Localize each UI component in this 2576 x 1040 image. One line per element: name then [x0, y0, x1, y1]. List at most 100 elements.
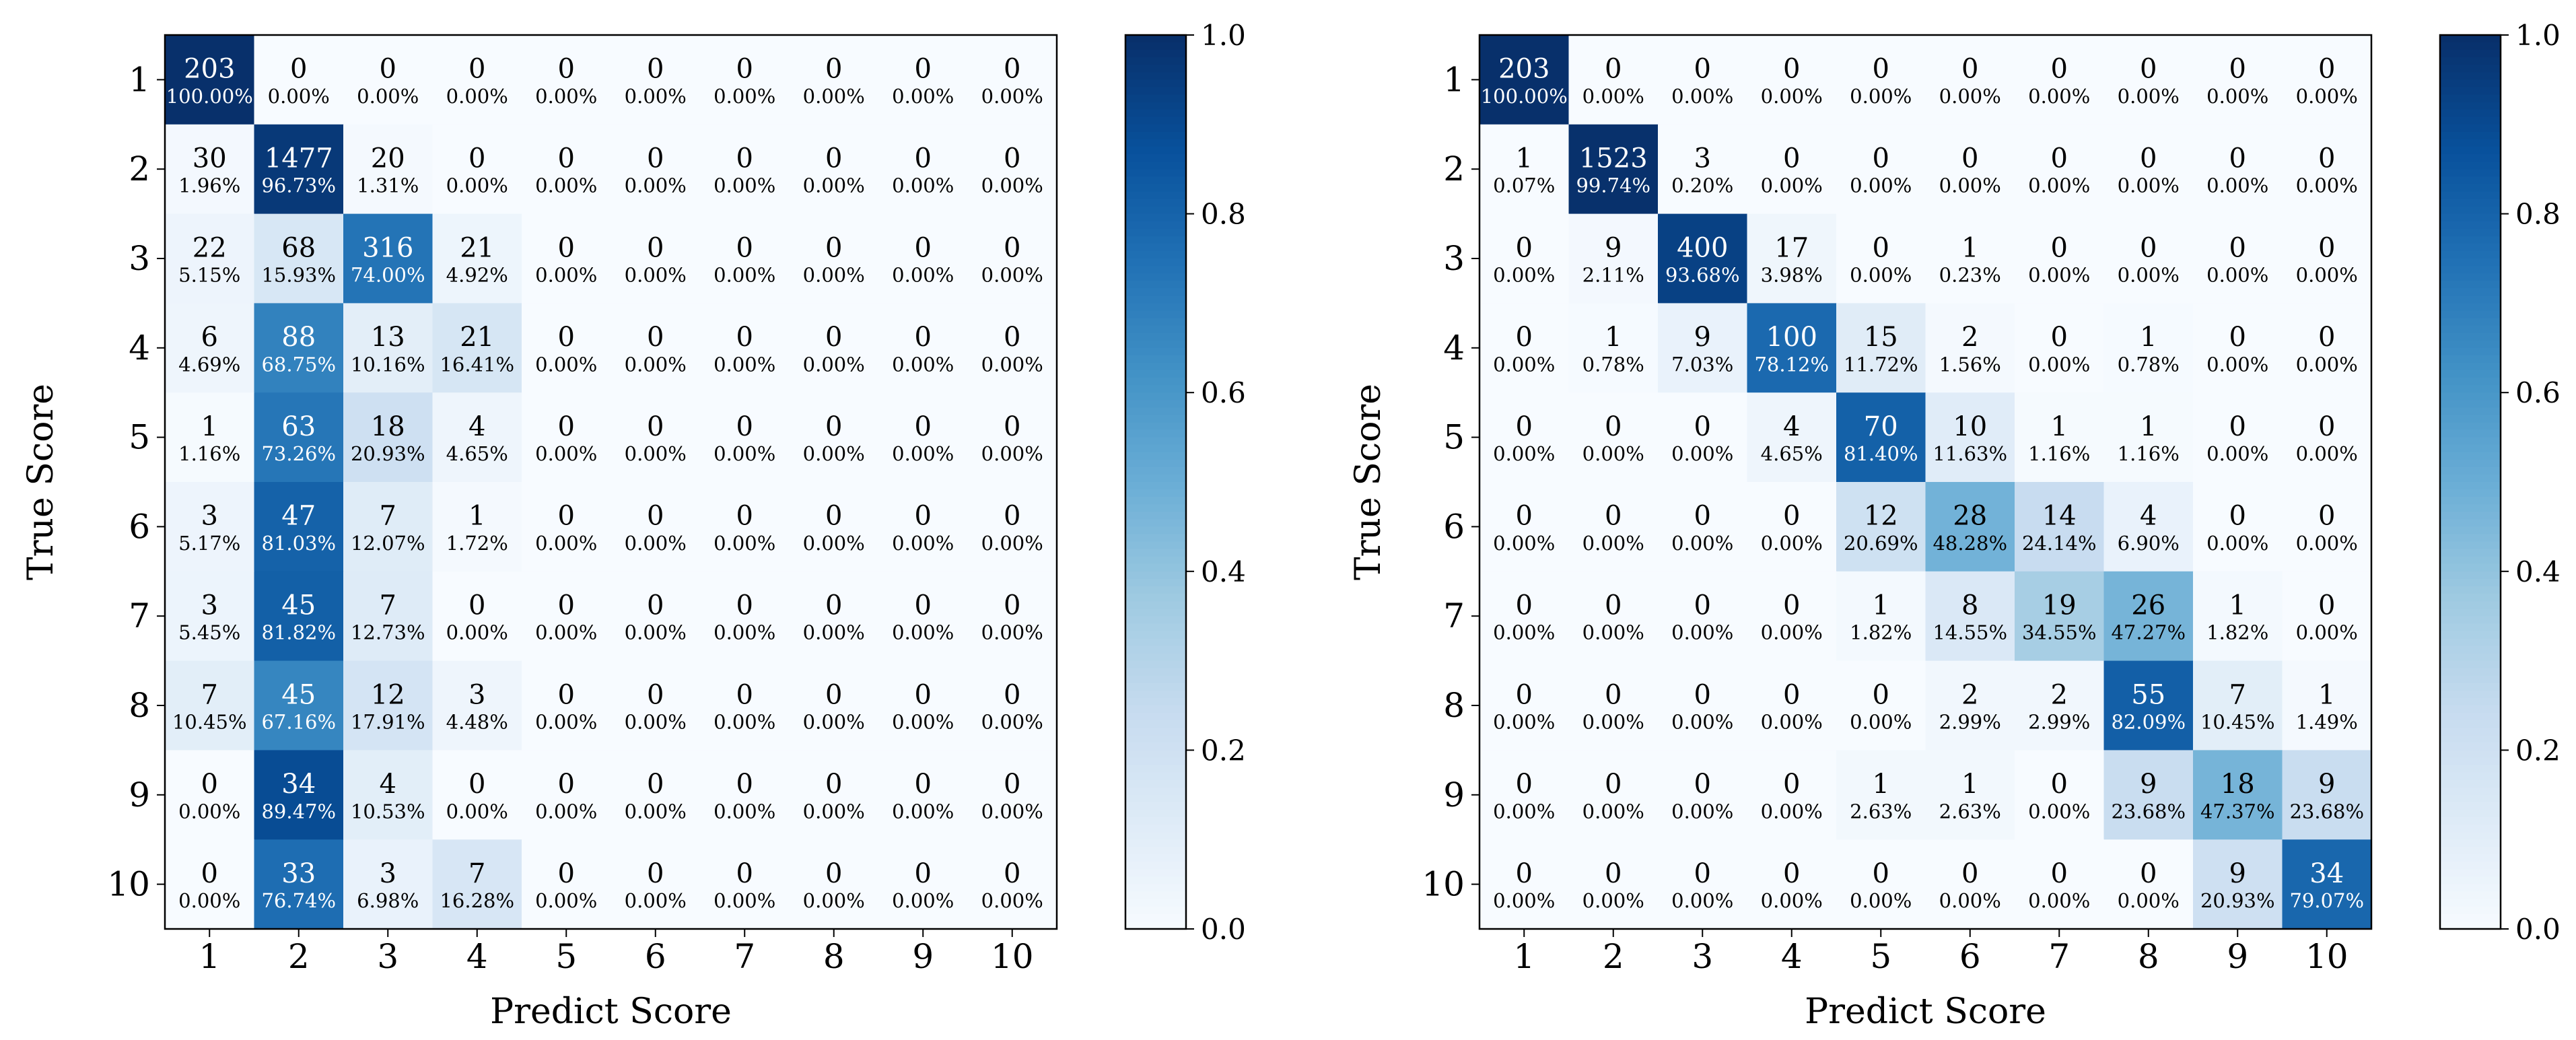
heatmap-cell	[2103, 660, 2194, 751]
colorbar-segment	[2440, 660, 2501, 669]
cell-count-label: 0	[558, 590, 575, 621]
cell-percent-label: 0.00%	[535, 85, 597, 108]
colorbar-tick-label: 0.0	[1201, 913, 1246, 946]
y-axis-label: True Score	[1348, 384, 1389, 580]
cell-count-label: 0	[915, 679, 932, 710]
cell-percent-label: 0.78%	[1582, 353, 1644, 376]
cell-percent-label: 0.00%	[803, 889, 865, 912]
cell-count-label: 9	[1694, 322, 1711, 353]
heatmap-cell	[789, 213, 879, 304]
cell-count-label: 30	[193, 143, 227, 174]
heatmap-cell	[878, 750, 968, 840]
cell-count-label: 0	[1516, 679, 1533, 710]
colorbar-segment	[2440, 340, 2501, 349]
cell-count-label: 0	[1783, 501, 1800, 532]
colorbar-segment	[1125, 303, 1186, 312]
x-tick-label: 8	[2138, 937, 2159, 976]
heatmap-cell	[2015, 392, 2104, 483]
cell-percent-label: 0.00%	[625, 442, 687, 465]
colorbar-segment	[1125, 35, 1186, 44]
heatmap-cell	[2193, 660, 2283, 751]
heatmap-cell	[2015, 124, 2104, 215]
colorbar-segment	[2440, 50, 2501, 59]
heatmap-cell	[165, 35, 254, 125]
colorbar-segment	[1125, 266, 1186, 275]
cell-count-label: 0	[2229, 232, 2246, 263]
x-tick-label: 4	[1781, 937, 1803, 976]
colorbar-segment	[1125, 534, 1186, 543]
colorbar-segment	[1125, 79, 1186, 88]
colorbar-segment	[1125, 176, 1186, 185]
colorbar-segment	[1125, 355, 1186, 363]
cell-count-label: 0	[2140, 858, 2157, 889]
cell-percent-label: 0.00%	[2028, 85, 2090, 108]
cell-count-label: 0	[1783, 679, 1800, 710]
colorbar-segment	[1125, 839, 1186, 848]
cell-percent-label: 0.00%	[713, 711, 775, 734]
cell-count-label: 0	[1783, 54, 1800, 85]
colorbar-segment	[2440, 802, 2501, 810]
cell-count-label: 0	[1605, 679, 1622, 710]
cell-count-label: 0	[1516, 858, 1533, 889]
cell-count-label: 0	[1694, 679, 1711, 710]
heatmap-cell	[1747, 660, 1837, 751]
cell-percent-label: 81.82%	[261, 621, 336, 644]
cell-count-label: 0	[1605, 501, 1622, 532]
cell-percent-label: 23.68%	[2111, 800, 2186, 823]
heatmap-cell	[343, 303, 433, 393]
colorbar-segment	[1125, 556, 1186, 565]
cell-count-label: 0	[468, 769, 485, 800]
cell-count-label: 0	[825, 322, 842, 353]
colorbar-segment	[1125, 228, 1186, 237]
cell-percent-label: 48.28%	[1933, 532, 2007, 555]
cell-count-label: 0	[1694, 769, 1711, 800]
cell-count-label: 0	[1873, 232, 1889, 263]
colorbar-segment	[1125, 415, 1186, 423]
cell-count-label: 0	[736, 232, 753, 263]
cell-percent-label: 0.00%	[625, 264, 687, 287]
cell-percent-label: 1.16%	[178, 442, 240, 465]
cell-count-label: 20	[371, 143, 405, 174]
colorbar-segment	[1125, 519, 1186, 528]
colorbar-segment	[2440, 482, 2501, 491]
cell-count-label: 0	[2229, 322, 2246, 353]
cell-percent-label: 6.90%	[2118, 532, 2180, 555]
cell-percent-label: 0.00%	[1493, 264, 1555, 287]
cell-percent-label: 0.00%	[892, 174, 954, 197]
cell-percent-label: 0.00%	[2296, 442, 2358, 465]
cell-percent-label: 0.00%	[1493, 800, 1555, 823]
colorbar-segment	[1125, 310, 1186, 319]
heatmap-cell	[1658, 35, 1747, 125]
x-tick-label: 1	[1513, 937, 1535, 976]
colorbar-segment	[2440, 497, 2501, 506]
colorbar-segment	[1125, 370, 1186, 379]
cell-percent-label: 1.96%	[178, 174, 240, 197]
colorbar-segment	[1125, 601, 1186, 610]
y-tick-label: 1	[129, 60, 150, 99]
heatmap-cell	[432, 392, 522, 483]
cell-percent-label: 4.65%	[1761, 442, 1823, 465]
heatmap-cell	[1658, 303, 1747, 393]
cell-percent-label: 10.16%	[351, 353, 425, 376]
colorbar-segment	[2440, 847, 2501, 856]
heatmap-cell	[1568, 35, 1659, 125]
heatmap-cell	[254, 213, 344, 304]
heatmap-cell	[611, 303, 701, 393]
cell-percent-label: 0.00%	[535, 442, 597, 465]
heatmap-cell	[1836, 392, 1926, 483]
y-tick-label: 9	[129, 775, 150, 814]
colorbar-segment	[1125, 109, 1186, 118]
cell-count-label: 1	[1873, 590, 1889, 621]
colorbar-segment	[1125, 779, 1186, 788]
cell-count-label: 0	[1873, 143, 1889, 174]
heatmap-cell	[789, 303, 879, 393]
colorbar-segment	[2440, 236, 2501, 244]
cell-percent-label: 0.00%	[1850, 264, 1912, 287]
heatmap-cell	[967, 571, 1057, 662]
heatmap-cell	[2193, 392, 2283, 483]
colorbar-segment	[2440, 184, 2501, 193]
colorbar-segment	[1125, 250, 1186, 259]
cell-percent-label: 0.00%	[625, 621, 687, 644]
cell-percent-label: 1.72%	[446, 532, 508, 555]
confusion-matrix-left: 203100.00%00.00%00.00%00.00%00.00%00.00%…	[21, 34, 1058, 1032]
